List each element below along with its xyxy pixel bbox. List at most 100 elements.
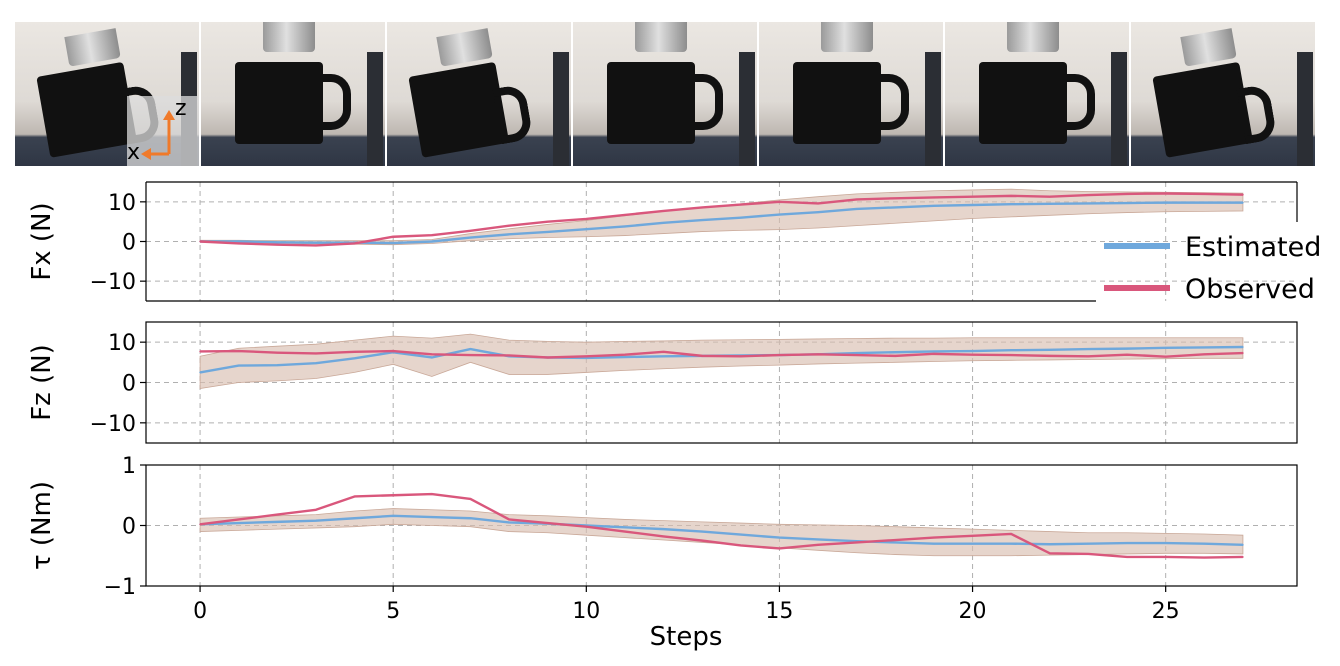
- point-estimated-8: [508, 233, 510, 236]
- point-estimated-23: [1087, 542, 1090, 545]
- point-observed-0: [199, 350, 201, 353]
- point-observed-24: [1126, 193, 1128, 195]
- point-observed-22: [1049, 355, 1051, 357]
- point-observed-18: [894, 355, 897, 357]
- point-observed-24: [1126, 353, 1128, 356]
- point-estimated-2: [276, 364, 279, 366]
- point-estimated-25: [1164, 542, 1167, 544]
- mug-handle: [319, 74, 351, 130]
- point-observed-12: [662, 210, 665, 212]
- point-observed-21: [1010, 533, 1012, 535]
- legend-label-observed: Observed: [1185, 274, 1315, 305]
- mug: [793, 62, 881, 144]
- point-observed-15: [778, 201, 781, 203]
- mug: [607, 62, 695, 144]
- point-estimated-7: [469, 517, 472, 520]
- x-tick-label: 10: [572, 599, 600, 624]
- point-estimated-6: [431, 516, 433, 518]
- y-axis-label: Fx (N): [27, 202, 57, 280]
- point-observed-20: [971, 534, 974, 537]
- point-estimated-27: [1242, 346, 1244, 348]
- point-observed-2: [276, 351, 279, 354]
- y-axis-label: τ (Nm): [27, 481, 57, 570]
- fixture-post: [553, 52, 569, 166]
- point-estimated-11: [624, 225, 626, 228]
- point-observed-15: [778, 547, 781, 550]
- point-estimated-23: [1087, 202, 1090, 205]
- point-observed-20: [971, 195, 974, 198]
- point-estimated-19: [933, 542, 935, 545]
- point-observed-10: [585, 218, 588, 220]
- point-estimated-10: [585, 228, 588, 231]
- point-estimated-25: [1164, 201, 1167, 204]
- point-observed-21: [1010, 195, 1012, 197]
- point-observed-25: [1164, 556, 1167, 558]
- point-estimated-2: [276, 241, 279, 244]
- photo-frame-4: [573, 22, 757, 166]
- panel-1: 10 0 −10 Fx (N) Estimated Observed: [27, 181, 1321, 305]
- y-tick-label: 10: [108, 191, 136, 216]
- point-estimated-24: [1126, 202, 1128, 204]
- point-observed-6: [431, 353, 433, 356]
- point-observed-18: [894, 197, 897, 200]
- point-estimated-19: [933, 350, 935, 353]
- y-tick-label: −10: [90, 270, 136, 295]
- point-observed-27: [1242, 193, 1244, 196]
- point-observed-14: [740, 544, 742, 547]
- point-observed-0: [199, 523, 201, 526]
- y-tick-label: −1: [104, 575, 136, 600]
- point-observed-11: [624, 353, 626, 356]
- y-tick-label: 0: [122, 372, 136, 397]
- point-estimated-26: [1203, 542, 1206, 545]
- point-observed-16: [817, 353, 819, 356]
- mug-handle: [691, 74, 723, 130]
- point-estimated-21: [1010, 203, 1012, 206]
- uncertainty-band: [199, 333, 1244, 390]
- point-estimated-22: [1049, 349, 1051, 351]
- point-estimated-18: [894, 351, 897, 354]
- point-observed-26: [1203, 353, 1206, 356]
- point-observed-13: [701, 355, 703, 357]
- point-estimated-3: [315, 519, 317, 522]
- point-observed-2: [276, 243, 279, 246]
- point-observed-27: [1242, 352, 1244, 354]
- point-observed-5: [392, 235, 394, 238]
- fixture-post: [1297, 52, 1313, 166]
- point-observed-23: [1087, 355, 1090, 358]
- mug-handle: [877, 74, 909, 130]
- point-observed-4: [353, 351, 356, 353]
- y-tick-label: 1: [122, 454, 136, 479]
- point-observed-14: [740, 203, 742, 206]
- point-estimated-5: [392, 515, 394, 517]
- photo-frame-7: [1131, 22, 1315, 166]
- point-estimated-20: [971, 350, 974, 352]
- point-estimated-1: [237, 364, 240, 367]
- point-observed-5: [392, 494, 394, 497]
- point-estimated-3: [315, 362, 317, 364]
- point-observed-23: [1087, 194, 1090, 196]
- point-estimated-24: [1126, 347, 1128, 350]
- x-tick-label: 5: [386, 599, 400, 624]
- point-observed-5: [392, 350, 394, 352]
- axis-arrows-icon: [141, 110, 175, 160]
- point-observed-14: [740, 355, 742, 358]
- x-tick-label: 25: [1152, 599, 1180, 624]
- point-estimated-6: [431, 240, 433, 243]
- point-observed-10: [585, 355, 588, 358]
- point-observed-2: [276, 513, 279, 516]
- point-estimated-26: [1203, 346, 1206, 349]
- y-tick-label: −10: [90, 412, 136, 437]
- point-estimated-12: [662, 355, 665, 358]
- point-estimated-11: [624, 356, 626, 358]
- point-estimated-26: [1203, 201, 1206, 204]
- point-estimated-4: [353, 357, 356, 360]
- robot-gripper: [1007, 22, 1059, 52]
- axis-x-label: x: [127, 140, 141, 165]
- mug: [979, 62, 1067, 144]
- mug-handle: [1063, 74, 1095, 130]
- point-estimated-27: [1242, 201, 1244, 204]
